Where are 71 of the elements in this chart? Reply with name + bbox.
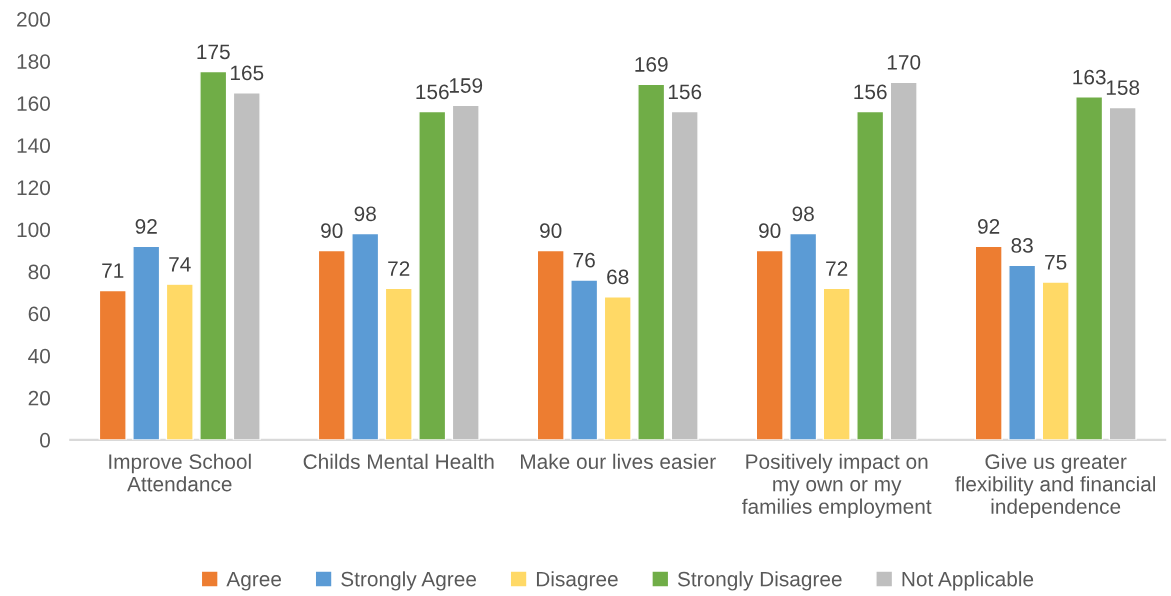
data-label: 74 xyxy=(169,257,191,272)
data-label: 92 xyxy=(978,219,1000,234)
bar xyxy=(637,83,666,440)
x-tick-label: Positively impact on my own or my families employment xyxy=(742,453,932,519)
data-label: 75 xyxy=(1045,255,1067,270)
y-tick-label: 200 xyxy=(17,12,50,27)
bar xyxy=(755,249,784,440)
x-tick-label: Make our lives easier xyxy=(521,453,716,470)
bar xyxy=(536,249,565,440)
y-tick-label: 160 xyxy=(17,96,50,111)
bar xyxy=(1108,106,1137,440)
bar xyxy=(603,296,632,440)
y-tick-label: 60 xyxy=(28,306,50,322)
data-label: 71 xyxy=(102,263,124,278)
data-label: 98 xyxy=(792,206,814,222)
data-label: 98 xyxy=(354,206,376,222)
y-tick-label: 40 xyxy=(28,348,50,364)
legend-label: Strongly Disagree xyxy=(677,571,842,591)
bar xyxy=(165,283,194,440)
data-label: 76 xyxy=(573,252,595,268)
y-tick-label: 120 xyxy=(17,180,50,196)
data-label: 158 xyxy=(1106,80,1140,95)
data-label: 68 xyxy=(607,269,629,285)
legend-label: Disagree xyxy=(536,571,618,591)
y-tick-label: 180 xyxy=(17,54,50,69)
y-tick-label: 140 xyxy=(17,138,50,154)
data-label: 156 xyxy=(416,84,449,100)
y-tick-label: 20 xyxy=(28,390,50,406)
y-tick-label: 100 xyxy=(17,222,50,238)
bar xyxy=(889,81,918,440)
data-label: 163 xyxy=(1073,69,1106,85)
bar xyxy=(451,104,480,440)
bar xyxy=(384,287,413,440)
bar xyxy=(670,110,699,440)
legend-label: Not Applicable xyxy=(902,571,1034,591)
bar xyxy=(132,245,161,440)
x-tick-label: Improve School Attendance xyxy=(109,453,251,492)
bar xyxy=(351,232,380,440)
y-tick-label: 80 xyxy=(28,264,50,280)
data-label: 90 xyxy=(321,223,343,239)
bar xyxy=(317,249,346,440)
legend-label: Agree xyxy=(226,571,282,591)
bar xyxy=(98,289,127,440)
bar xyxy=(789,232,818,440)
legend-label: Strongly Agree xyxy=(341,571,476,591)
bar xyxy=(974,245,1003,440)
bar xyxy=(418,110,447,440)
bar xyxy=(1008,264,1037,440)
data-label: 90 xyxy=(540,223,562,239)
bar xyxy=(570,279,599,440)
bar xyxy=(1075,96,1104,440)
x-tick-label: Childs Mental Health xyxy=(303,453,494,470)
data-label: 72 xyxy=(826,261,848,276)
bar xyxy=(856,110,885,440)
data-label: 170 xyxy=(887,54,921,70)
data-label: 72 xyxy=(388,261,410,276)
data-label: 90 xyxy=(759,223,781,239)
data-label: 169 xyxy=(635,57,668,72)
data-label: 92 xyxy=(135,219,157,234)
bar xyxy=(822,287,851,440)
data-label: 83 xyxy=(1011,238,1033,253)
bar xyxy=(199,70,228,440)
data-label: 175 xyxy=(197,44,230,60)
data-label: 156 xyxy=(854,84,887,100)
data-label: 156 xyxy=(668,84,702,100)
bar xyxy=(232,92,261,440)
data-label: 165 xyxy=(230,65,264,81)
data-label: 159 xyxy=(449,78,483,93)
y-tick-label: 0 xyxy=(40,432,50,448)
x-tick-label: Give us greater flexibility and financial independence xyxy=(955,453,1156,519)
bar xyxy=(1041,281,1070,440)
